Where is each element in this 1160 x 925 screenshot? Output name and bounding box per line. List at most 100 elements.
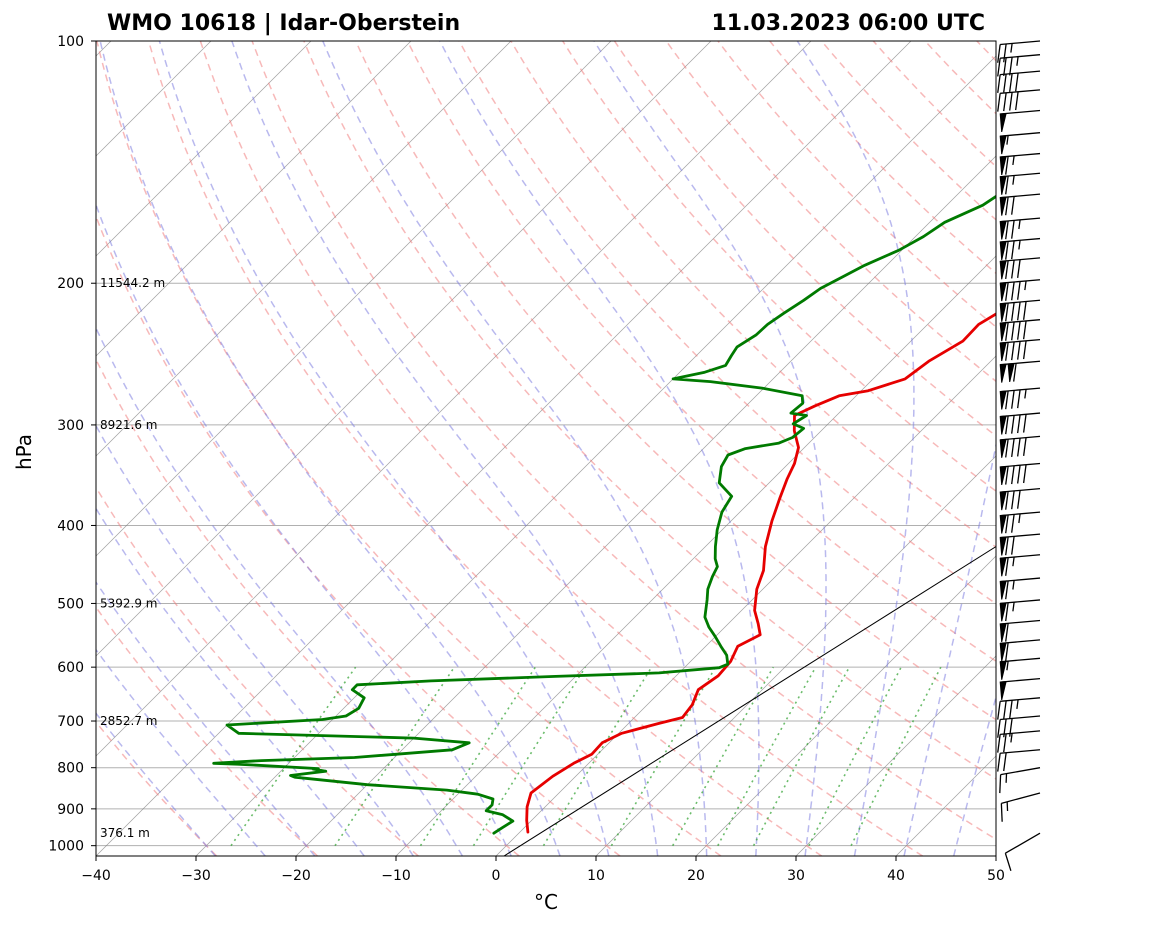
barb-full (1003, 92, 1007, 112)
isotherm-line (96, 41, 512, 457)
barb-full (1011, 415, 1015, 434)
barb-full (1005, 602, 1009, 622)
barb-shaft (1000, 487, 1041, 493)
barb-full (1005, 466, 1009, 485)
barb-full (1017, 389, 1021, 409)
barb-full (1005, 415, 1009, 435)
barb-full (1009, 718, 1013, 737)
wind-barb (999, 387, 1041, 410)
barb-full (1003, 733, 1007, 753)
height-label: 8921.6 m (100, 418, 158, 432)
barb-shaft (1000, 109, 1041, 115)
isotherm-line (595, 455, 996, 856)
barb-full (1005, 156, 1009, 175)
barb-full (1022, 320, 1027, 340)
barb-half (1012, 155, 1015, 166)
barb-full (1017, 414, 1021, 434)
barb-half (1006, 661, 1009, 671)
barb-full (1005, 322, 1009, 341)
barb-full (1005, 623, 1009, 642)
isotherm-line (695, 555, 996, 856)
dry-adiabat-line (96, 358, 520, 856)
barb-flag (999, 260, 1007, 280)
wind-barb (999, 554, 1041, 577)
barb-full (1005, 557, 1009, 576)
barb-shaft (1000, 554, 1041, 559)
wind-barb (999, 319, 1041, 342)
barb-shaft (1000, 54, 1041, 59)
barb-flag (999, 302, 1007, 322)
barb-full (997, 734, 1001, 753)
barb-flag (999, 536, 1007, 556)
x-axis: −40 −30 −20 −10 0 10 20 30 40 50 (81, 856, 1005, 884)
barb-flag (999, 491, 1007, 511)
barb-shaft (1000, 577, 1041, 583)
moist-adiabat-line (96, 711, 216, 856)
dry-adiabat-line (665, 41, 996, 383)
barb-full (1011, 490, 1015, 510)
barb-flag (999, 642, 1007, 662)
barb-half (1024, 389, 1027, 399)
wind-barb (997, 70, 1041, 93)
wind-barb (999, 360, 1041, 383)
barb-shaft (1000, 40, 1041, 46)
barb-full (1005, 491, 1009, 510)
barb-shaft (1000, 677, 1041, 683)
barb-half (1018, 219, 1021, 230)
barb-flag (999, 465, 1007, 486)
dry-adiabat-line (769, 41, 996, 275)
barb-shaft (1000, 749, 1041, 754)
barb-shaft (1000, 619, 1041, 625)
moist-adiabat-line (158, 41, 610, 856)
barb-shaft (1000, 387, 1041, 393)
barb-full (1011, 514, 1015, 533)
height-label: 11544.2 m (100, 276, 165, 290)
wind-barb (997, 54, 1041, 77)
barb-shaft (1000, 193, 1041, 199)
barb-full (1017, 465, 1021, 484)
barb-flag (999, 681, 1007, 701)
barb-half (1016, 699, 1019, 709)
barb-flag (999, 220, 1007, 240)
y-tick-label: 100 (57, 34, 84, 50)
barb-full (1011, 465, 1015, 485)
barb-full (1017, 321, 1021, 340)
barb-full (997, 58, 1001, 77)
barb-half (1012, 602, 1015, 612)
wind-barb (999, 639, 1041, 662)
barb-half (1012, 175, 1015, 185)
wind-barbs (997, 40, 1041, 872)
y-tick-label: 300 (57, 418, 84, 434)
isotherm-line (195, 55, 996, 856)
barb-full (997, 44, 1001, 63)
barb-shaft (1000, 639, 1041, 645)
barb-full (1011, 260, 1015, 279)
dry-adiabat-line (251, 41, 996, 841)
x-tick-label: 50 (987, 868, 1005, 884)
wind-barb (999, 299, 1041, 322)
barb-flag (999, 240, 1007, 261)
wind-barb (999, 767, 1041, 794)
wind-barb (999, 435, 1041, 458)
barb-flag (999, 514, 1007, 534)
wind-barb (997, 730, 1041, 753)
barb-half (1010, 43, 1013, 53)
barb-shaft (1000, 657, 1041, 663)
barb-full (997, 719, 1001, 738)
wind-barb (997, 749, 1041, 772)
barb-shaft (1000, 360, 1041, 366)
barb-shaft (1000, 697, 1041, 702)
barb-full (1003, 73, 1007, 93)
x-tick-label: 30 (787, 868, 805, 884)
x-axis-label: °C (534, 890, 558, 914)
y-tick-label: 400 (57, 518, 84, 534)
barb-full (997, 753, 1001, 772)
isotherm-line (96, 41, 412, 357)
barb-full (997, 701, 1001, 720)
wind-barb (999, 338, 1041, 362)
barb-full (1011, 390, 1015, 409)
dry-adiabat-line (510, 41, 996, 549)
barb-shaft (1000, 730, 1041, 736)
moist-adiabat-line (322, 41, 708, 856)
